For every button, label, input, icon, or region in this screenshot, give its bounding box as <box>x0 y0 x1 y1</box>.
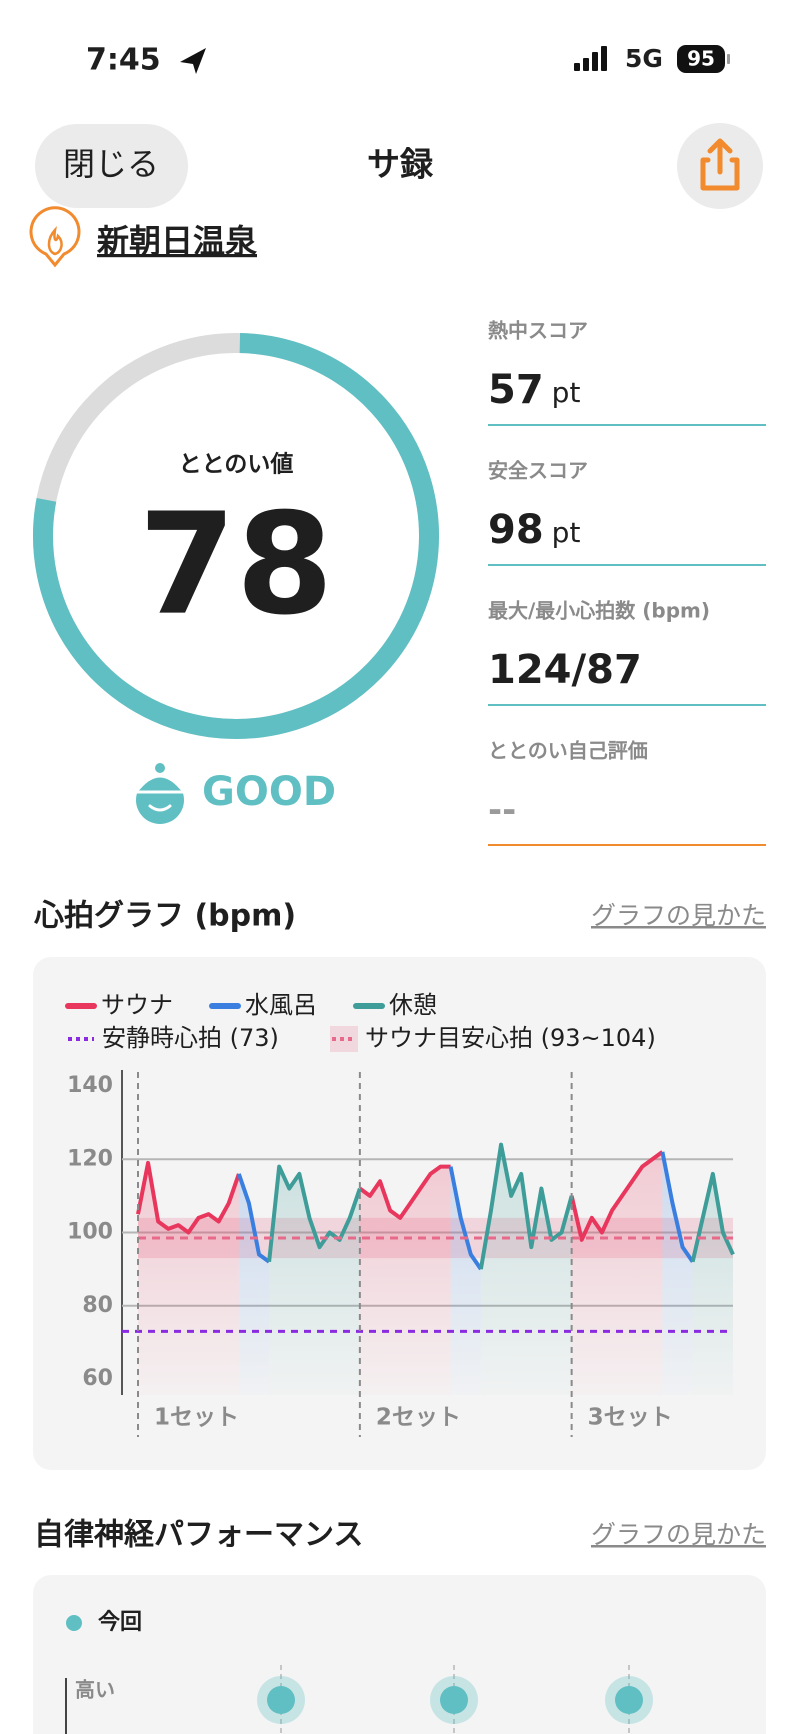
network: 5G <box>625 44 663 73</box>
legend-dot <box>66 1615 82 1631</box>
autonomic-dots <box>257 1665 653 1734</box>
stat-label: 熱中スコア <box>488 319 588 343</box>
time: 7:45 <box>86 43 161 78</box>
gauge <box>33 333 439 739</box>
gauge-arc <box>33 333 439 739</box>
axis-label: 高い <box>75 1678 115 1702</box>
legend-label: 休憩 <box>389 991 437 1019</box>
legend-label: 安静時心拍 (73) <box>102 1024 279 1052</box>
line <box>136 1150 664 1242</box>
set-label: 2セット <box>376 1405 461 1431</box>
set-label: 1セット <box>154 1405 239 1431</box>
close-button[interactable] <box>35 124 188 208</box>
stat-unit: pt <box>552 516 581 549</box>
autonomic-card <box>33 1575 766 1734</box>
stat-value: -- <box>488 791 516 831</box>
area <box>571 1151 663 1395</box>
rating: GOOD <box>202 769 336 815</box>
y-tick-label: 60 <box>82 1366 113 1391</box>
area <box>359 1166 451 1395</box>
location-arrow <box>180 48 206 74</box>
guide-link[interactable]: グラフの見かた <box>591 901 766 930</box>
header-title: サ録 <box>367 145 434 184</box>
y-tick-label: 140 <box>67 1073 113 1098</box>
area <box>269 1166 360 1395</box>
line <box>267 1142 735 1270</box>
y-tick-label: 100 <box>67 1220 113 1245</box>
area <box>138 1162 239 1395</box>
line <box>236 1151 695 1271</box>
stat-unit: pt <box>552 376 581 409</box>
area <box>692 1173 733 1395</box>
score-value: 78 <box>139 484 334 647</box>
section-title: 自律神経パフォーマンス <box>34 1518 363 1553</box>
rating-icon <box>132 763 188 824</box>
guide-link[interactable]: グラフの見かた <box>591 1520 766 1549</box>
stat-label: ととのい自己評価 <box>488 739 648 763</box>
stat-label: 最大/最小心拍数 (bpm) <box>488 599 710 623</box>
stat-value: 57 <box>488 367 544 413</box>
y-tick-label: 80 <box>82 1293 113 1318</box>
area <box>662 1151 693 1395</box>
battery-level: 95 <box>687 47 715 71</box>
close-label[interactable]: 閉じる <box>63 145 159 183</box>
location-icon <box>29 206 81 268</box>
legend-label: サウナ <box>101 991 173 1019</box>
stat-value: 124/87 <box>488 647 642 693</box>
area <box>238 1173 270 1395</box>
stat-value: 98 <box>488 507 544 553</box>
area <box>450 1166 481 1395</box>
legend-label: 水風呂 <box>245 991 317 1019</box>
section-title: 心拍グラフ (bpm) <box>33 899 296 934</box>
share-icon <box>700 138 740 191</box>
set-label: 3セット <box>588 1405 673 1431</box>
legend-label: サウナ目安心拍 (93~104) <box>365 1024 656 1052</box>
battery <box>677 45 725 73</box>
battery-tip <box>727 54 730 64</box>
signal <box>574 46 607 71</box>
y-tick-label: 120 <box>67 1146 113 1171</box>
legend-label: 今回 <box>98 1609 142 1635</box>
location-name[interactable]: 新朝日温泉 <box>97 222 257 260</box>
score-label: ととのい値 <box>179 452 294 478</box>
stat-label: 安全スコア <box>488 459 588 483</box>
